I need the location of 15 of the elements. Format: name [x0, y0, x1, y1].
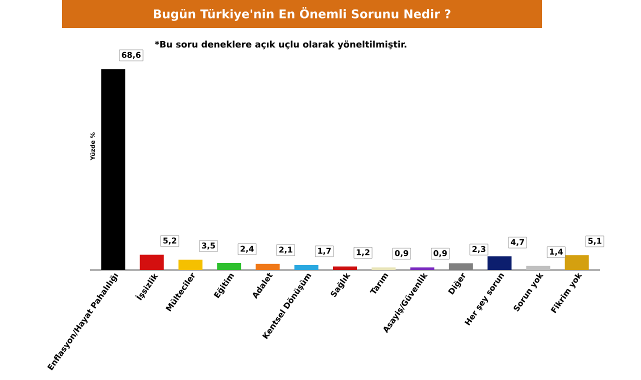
bar: [333, 266, 358, 270]
bar: [256, 264, 280, 270]
bar: [564, 255, 589, 270]
bar: [178, 260, 202, 270]
text: *Bu soru deneklere açık uçlu olarak yöneltilmiştir.: [154, 40, 406, 50]
bar: [410, 267, 434, 270]
bar: [140, 254, 164, 270]
bar: [101, 69, 126, 270]
bar: [294, 265, 318, 270]
bar: [526, 266, 550, 270]
chart-title: Bugün Türkiye'nin En Önemli Sorunu Nedir ?: [154, 7, 450, 21]
bar: [372, 267, 396, 270]
bar: [448, 263, 473, 270]
bar: [217, 262, 242, 270]
bar: [488, 256, 512, 270]
